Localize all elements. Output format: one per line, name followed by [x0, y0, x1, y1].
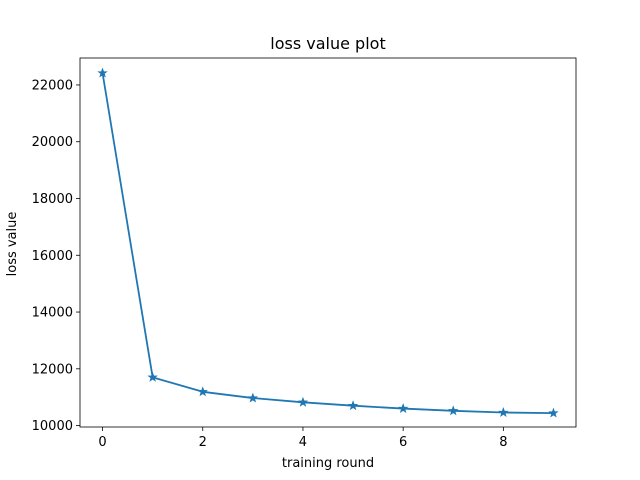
data-point-marker — [548, 407, 559, 418]
x-axis-label: training round — [282, 456, 374, 471]
x-tick-label: 4 — [299, 435, 307, 450]
data-point-marker — [147, 371, 158, 382]
data-point-marker — [498, 407, 509, 417]
data-point-marker — [197, 386, 208, 397]
series-line — [101, 72, 554, 414]
chart-title: loss value plot — [270, 34, 385, 53]
y-tick-label: 20000 — [32, 135, 73, 150]
plot-area: 0 2 4 6 8 10000 12000 14000 16000 18000 20000 22000 — [32, 57, 577, 450]
y-tick-label: 18000 — [32, 192, 73, 207]
data-point-marker — [397, 403, 409, 413]
y-tick-label: 12000 — [32, 362, 73, 377]
data-point-marker — [347, 400, 359, 411]
axes-frame — [79, 57, 577, 428]
y-tick-label: 16000 — [32, 249, 73, 264]
x-tick-label: 2 — [199, 435, 207, 450]
data-point-marker — [297, 396, 309, 407]
x-tick-label: 6 — [399, 435, 407, 450]
data-point-marker — [247, 392, 259, 403]
y-tick-label: 14000 — [32, 306, 73, 321]
data-point-marker — [448, 405, 459, 416]
data-point-marker — [97, 67, 108, 78]
y-tick-label: 10000 — [32, 419, 73, 434]
y-tick-label: 22000 — [32, 78, 73, 93]
x-tick-label: 0 — [98, 435, 106, 450]
x-tick-label: 8 — [499, 435, 507, 450]
y-axis-label: loss value — [5, 212, 20, 277]
